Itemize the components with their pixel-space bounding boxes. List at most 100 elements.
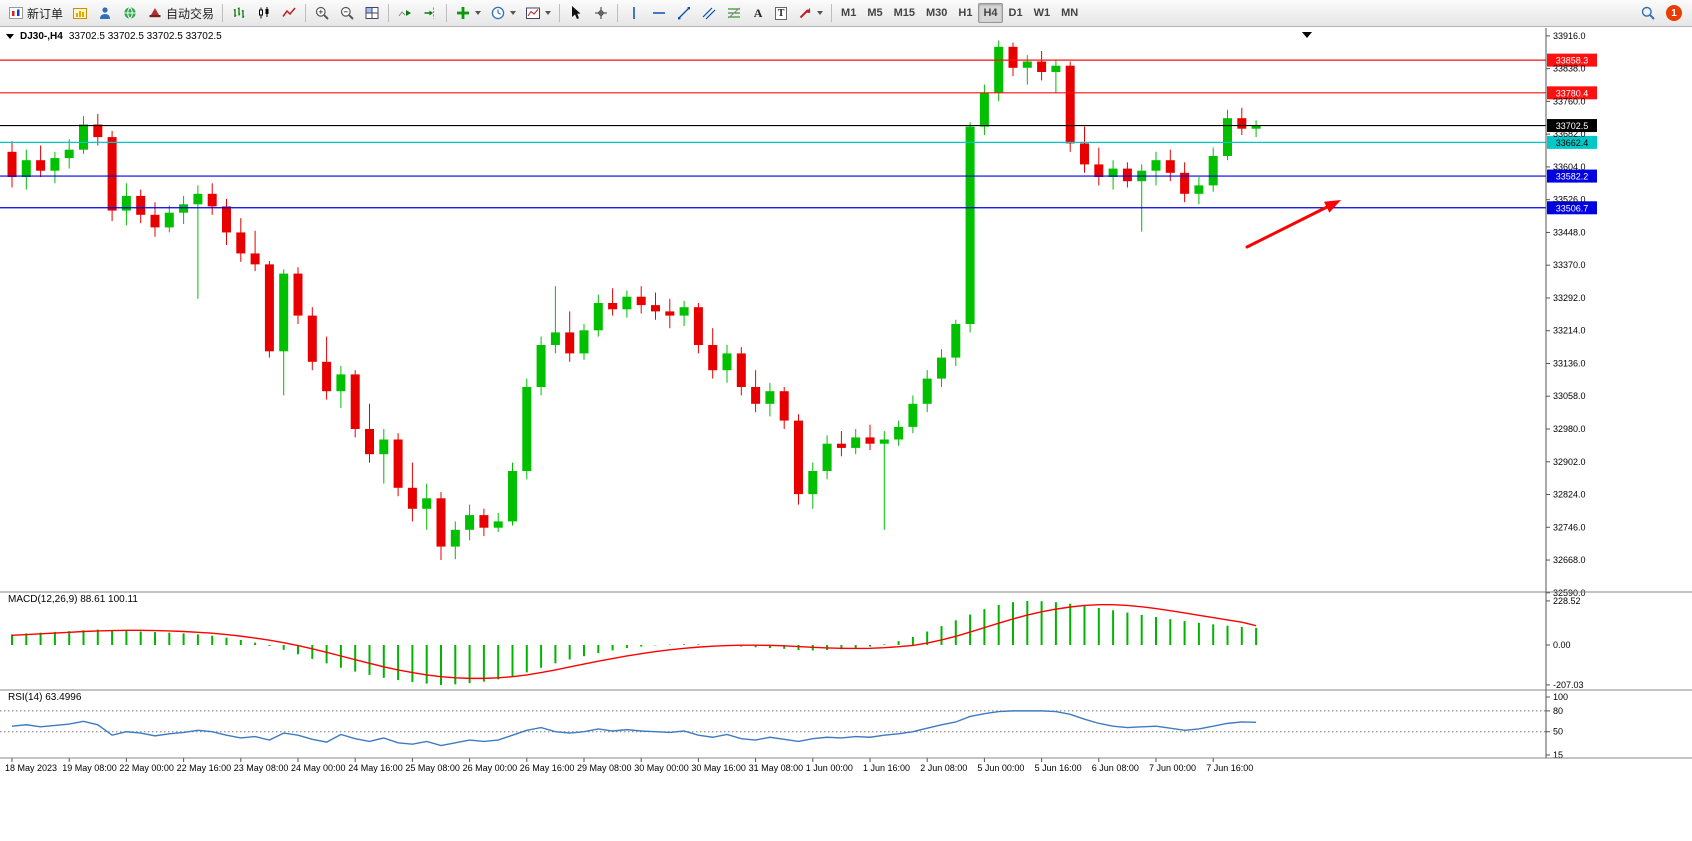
toolbar-separator: [388, 4, 390, 22]
candle: [50, 158, 60, 171]
collapse-icon[interactable]: [6, 34, 14, 39]
timeframe-h1-button[interactable]: H1: [958, 7, 973, 19]
crosshair-button[interactable]: [589, 2, 613, 24]
chart-menu-icon[interactable]: [1302, 32, 1312, 38]
indicators-plus-icon: [457, 7, 470, 19]
text-label-button[interactable]: T: [770, 2, 792, 24]
new-chart-button[interactable]: [68, 2, 92, 24]
annotation-arrow[interactable]: [1245, 205, 1329, 249]
timeframe-group: M1 M5 M15 M30 H1 H4 D1 W1 MN: [836, 3, 1083, 23]
annotation-arrow-head[interactable]: [1324, 200, 1341, 213]
tile-windows-button[interactable]: [360, 2, 384, 24]
crosshair-icon: [595, 7, 608, 19]
price-badge-label: 33780.4: [1556, 88, 1589, 98]
candlestick-button[interactable]: [252, 2, 276, 24]
price-badge: [1547, 201, 1597, 215]
fibonacci-button[interactable]: [722, 2, 746, 24]
candle: [493, 521, 503, 528]
candle: [350, 374, 360, 429]
cursor-button[interactable]: [564, 2, 588, 24]
axis-label: 80: [1553, 706, 1563, 716]
vertical-line-button[interactable]: [622, 2, 646, 24]
axis-label: 24 May 00:00: [291, 763, 346, 773]
zoom-out-icon: [340, 6, 354, 20]
zoom-out-button[interactable]: [335, 2, 359, 24]
candle: [1151, 160, 1161, 171]
candle: [822, 443, 832, 471]
market-watch-button[interactable]: [118, 2, 142, 24]
candle: [994, 46, 1004, 93]
candle: [64, 149, 74, 159]
notification-count: 1: [1671, 7, 1677, 19]
hat-icon: [149, 8, 161, 18]
axis-label: 33370.0: [1553, 260, 1586, 270]
candle: [322, 361, 332, 392]
price-badge-label: 33506.7: [1556, 203, 1589, 213]
axis-label: 2 Jun 08:00: [920, 763, 967, 773]
axis-label: 26 May 16:00: [520, 763, 575, 773]
candle: [1180, 172, 1190, 194]
axis-label: 32746.0: [1553, 522, 1586, 532]
toolbar-separator: [831, 4, 833, 22]
axis-label: 33058.0: [1553, 391, 1586, 401]
candle: [908, 403, 918, 427]
candle: [1008, 46, 1018, 68]
indicators-button[interactable]: [451, 2, 485, 24]
timeframe-m15-button[interactable]: M15: [893, 7, 915, 19]
axis-label: 33136.0: [1553, 358, 1586, 368]
arrows-button[interactable]: [793, 2, 827, 24]
price-badge: [1547, 169, 1597, 183]
candle: [336, 374, 346, 392]
timeframe-h4-button[interactable]: H4: [978, 3, 1003, 23]
horizontal-line-button[interactable]: [647, 2, 671, 24]
candle: [608, 303, 618, 310]
dropdown-arrow-icon: [510, 11, 517, 15]
timeframe-m5-button[interactable]: M5: [867, 7, 883, 19]
candle: [222, 206, 231, 233]
timeframe-mn-button[interactable]: MN: [1061, 7, 1079, 19]
candle: [1194, 185, 1204, 194]
axis-label: 5 Jun 00:00: [977, 763, 1024, 773]
axis-label: 25 May 08:00: [405, 763, 460, 773]
search-button[interactable]: [1636, 2, 1660, 24]
trendline-button[interactable]: [672, 2, 696, 24]
candle: [879, 439, 889, 444]
text-button[interactable]: A: [747, 2, 769, 24]
candle: [393, 439, 403, 488]
price-badge-label: 33662.4: [1556, 138, 1589, 148]
axis-label: 33526.0: [1553, 195, 1586, 205]
arrow-shape-icon: [799, 8, 811, 19]
channel-button[interactable]: [697, 2, 721, 24]
candle: [636, 296, 646, 306]
timeframe-m1-button[interactable]: M1: [841, 7, 857, 19]
notification-badge[interactable]: 1: [1666, 5, 1682, 21]
autotrading-button[interactable]: 自动交易: [143, 2, 218, 24]
zoom-in-button[interactable]: [310, 2, 334, 24]
new-order-button[interactable]: 新订单: [4, 2, 67, 24]
rsi-panel: 100 80 50 15: [0, 692, 1568, 760]
axis-label: 7 Jun 16:00: [1206, 763, 1253, 773]
axis-label: 50: [1553, 727, 1563, 737]
candle: [679, 307, 689, 316]
bar-chart-button[interactable]: [227, 2, 251, 24]
templates-button[interactable]: [521, 2, 555, 24]
axis-label: 0.00: [1553, 640, 1571, 650]
line-chart-button[interactable]: [277, 2, 301, 24]
timeframe-w1-button[interactable]: W1: [1033, 7, 1051, 19]
candle: [865, 437, 875, 444]
candle: [808, 471, 818, 495]
axis-label: 22 May 16:00: [177, 763, 232, 773]
candle: [836, 443, 846, 448]
timeframe-m30-button[interactable]: M30: [926, 7, 948, 19]
toolbar-separator: [446, 4, 448, 22]
template-icon: [526, 7, 541, 19]
auto-scroll-button[interactable]: [393, 2, 417, 24]
periods-button[interactable]: [486, 2, 520, 24]
profiles-button[interactable]: [93, 2, 117, 24]
axis-label: 29 May 08:00: [577, 763, 632, 773]
price-badge-label: 33858.3: [1556, 56, 1589, 66]
timeframe-d1-button[interactable]: D1: [1008, 7, 1023, 19]
chart-shift-button[interactable]: [418, 2, 442, 24]
price-badge: [1547, 86, 1597, 100]
